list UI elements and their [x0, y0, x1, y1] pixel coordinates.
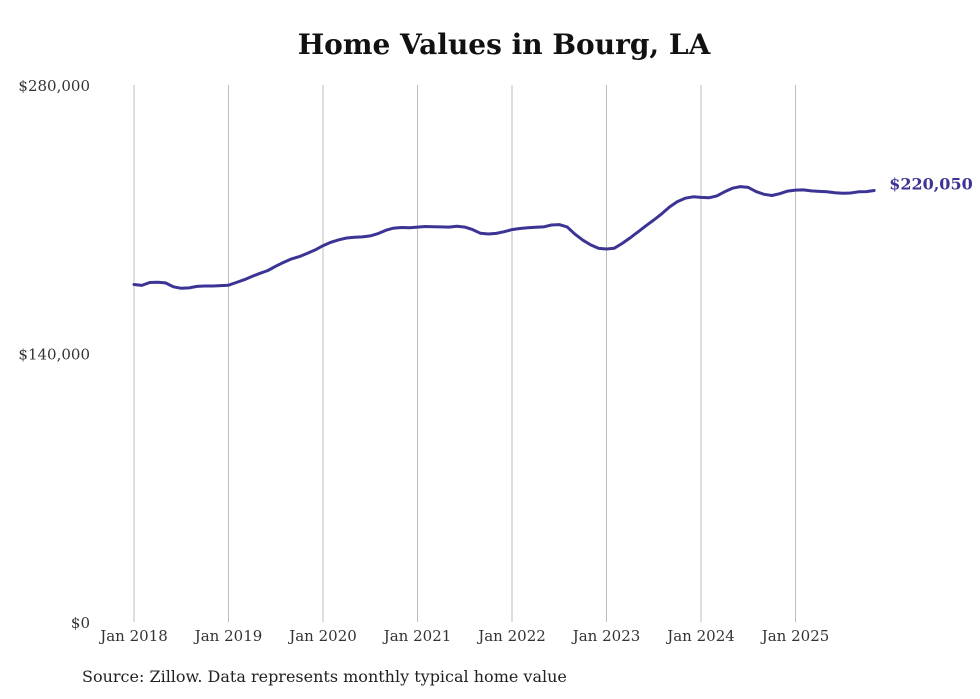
- y-tick-label: $140,000: [18, 346, 90, 364]
- chart-title: Home Values in Bourg, LA: [297, 28, 711, 61]
- x-tick-label: Jan 2018: [98, 627, 168, 645]
- x-tick-label: Jan 2022: [476, 627, 546, 645]
- y-tick-label: $280,000: [18, 77, 90, 95]
- x-tick-label: Jan 2020: [287, 627, 357, 645]
- x-tick-label: Jan 2019: [193, 627, 263, 645]
- source-note: Source: Zillow. Data represents monthly …: [82, 667, 567, 686]
- x-tick-label: Jan 2024: [665, 627, 735, 645]
- x-axis: Jan 2018 Jan 2019 Jan 2020 Jan 2021 Jan 2022…: [98, 627, 829, 645]
- series-line: [132, 185, 876, 290]
- series-lines: [132, 185, 876, 290]
- y-tick-label: $0: [71, 614, 90, 632]
- x-tick-label: Jan 2021: [382, 627, 452, 645]
- grid-lines: [133, 85, 796, 622]
- series-labels: $220,050: [889, 174, 973, 193]
- end-value-label: $220,050: [889, 174, 973, 193]
- x-tick-label: Jan 2023: [571, 627, 641, 645]
- y-axis: $0 $140,000 $280,000: [18, 77, 90, 632]
- x-tick-label: Jan 2025: [760, 627, 830, 645]
